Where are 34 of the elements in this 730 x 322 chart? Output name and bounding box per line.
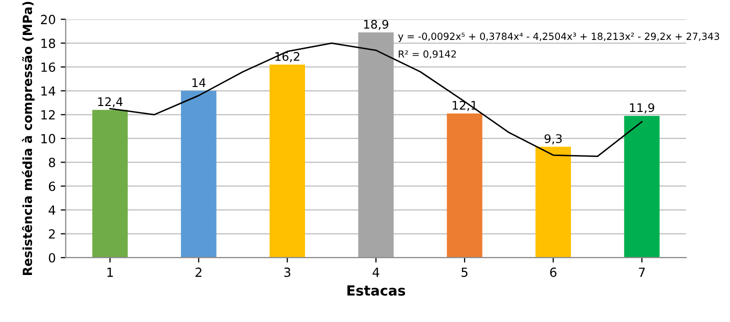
bar [536, 146, 571, 258]
y-tick-label: 6 [48, 182, 56, 192]
y-tick-label: 10 [41, 134, 56, 144]
annotation: y = -0,0092x⁵ + 0,3784x⁴ - 4,2504x³ + 18,213x² - 29,2x + 27,343 [398, 32, 720, 42]
y-tick-label: 8 [48, 158, 56, 168]
bar [446, 113, 482, 258]
data-label: 11,9 [630, 103, 654, 114]
data-label: 12,4 [98, 97, 122, 108]
bar [92, 110, 128, 258]
y-tick-label: 2 [48, 229, 55, 239]
bar [270, 64, 306, 258]
y-tick-label: 4 [48, 206, 56, 215]
data-label: 18,9 [364, 20, 388, 30]
x-axis-title: Estacas [347, 285, 406, 296]
bar [624, 116, 660, 258]
y-tick-label: 18 [41, 38, 56, 48]
data-label: 9,3 [544, 134, 562, 144]
x-tick-label: 5 [462, 268, 468, 277]
y-axis-title: Resistência média à compressão (MPa) [22, 2, 35, 276]
y-tick-label: 14 [41, 86, 56, 96]
bar [358, 32, 394, 258]
y-tick-label: 12 [41, 110, 55, 120]
y-tick-label: 0 [48, 253, 56, 263]
x-tick-label: 6 [550, 268, 556, 277]
y-tick-label: 20 [40, 14, 56, 24]
x-tick-label: 3 [284, 268, 290, 277]
x-tick-label: 4 [372, 268, 380, 277]
y-tick-label: 16 [41, 62, 56, 72]
bar [180, 90, 216, 258]
x-tick-label: 2 [196, 268, 202, 277]
x-tick-label: 1 [107, 268, 113, 277]
annotation: R² = 0,9142 [398, 50, 456, 59]
x-tick-label: 7 [638, 268, 645, 277]
data-label: 14 [192, 78, 206, 87]
